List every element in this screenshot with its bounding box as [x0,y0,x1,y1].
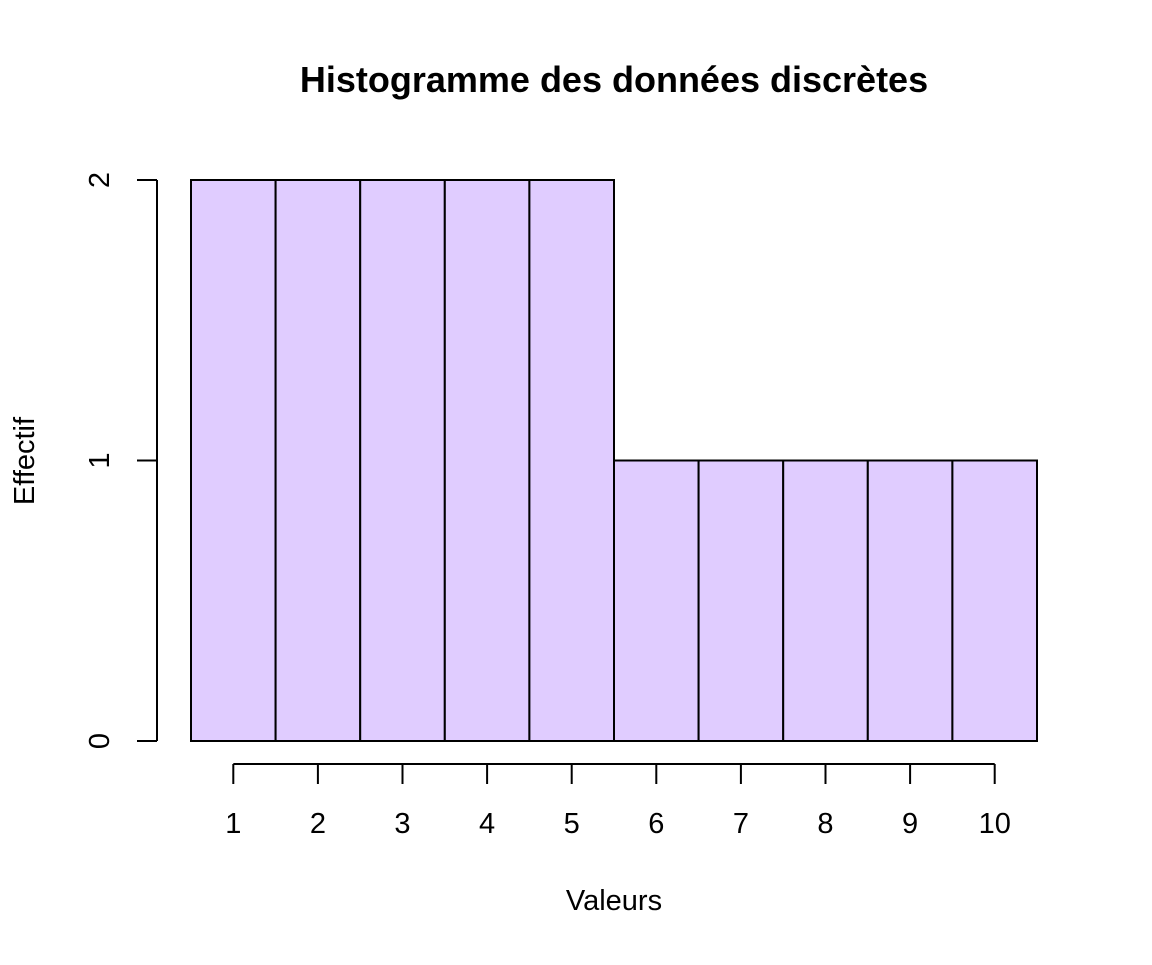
y-axis: 0 1 2 [84,172,158,749]
histogram-bar [190,179,277,742]
histogram-bar [359,179,446,742]
y-tick-label: 0 [84,733,116,749]
x-axis: 1 2 3 4 5 6 7 8 9 10 [225,763,1011,840]
y-tick-label: 1 [84,452,116,468]
histogram-bar [443,179,531,742]
x-tick-label: 2 [310,808,326,840]
x-tick-label: 5 [564,808,580,840]
x-tick-label: 7 [733,808,749,840]
x-tick-label: 1 [225,808,241,840]
histogram-bar [697,459,785,742]
x-axis-label: Valeurs [566,885,662,917]
x-tick-label: 3 [394,808,410,840]
x-tick-label: 8 [817,808,833,840]
histogram-bar [866,459,954,742]
x-tick-label: 9 [902,808,918,840]
histogram-bar [274,179,362,742]
histogram-bar [782,459,869,742]
histogram-bar [528,179,616,742]
x-tick-label: 4 [479,808,495,840]
chart-title: Histogramme des données discrètes [300,59,928,100]
histogram-bar [951,459,1039,742]
x-tick-label: 10 [979,808,1011,840]
y-axis-label: Effectif [9,416,41,505]
y-tick-label: 2 [84,172,116,188]
bars-layer [190,179,1039,742]
x-tick-label: 6 [648,808,664,840]
histogram-bar [613,459,700,742]
